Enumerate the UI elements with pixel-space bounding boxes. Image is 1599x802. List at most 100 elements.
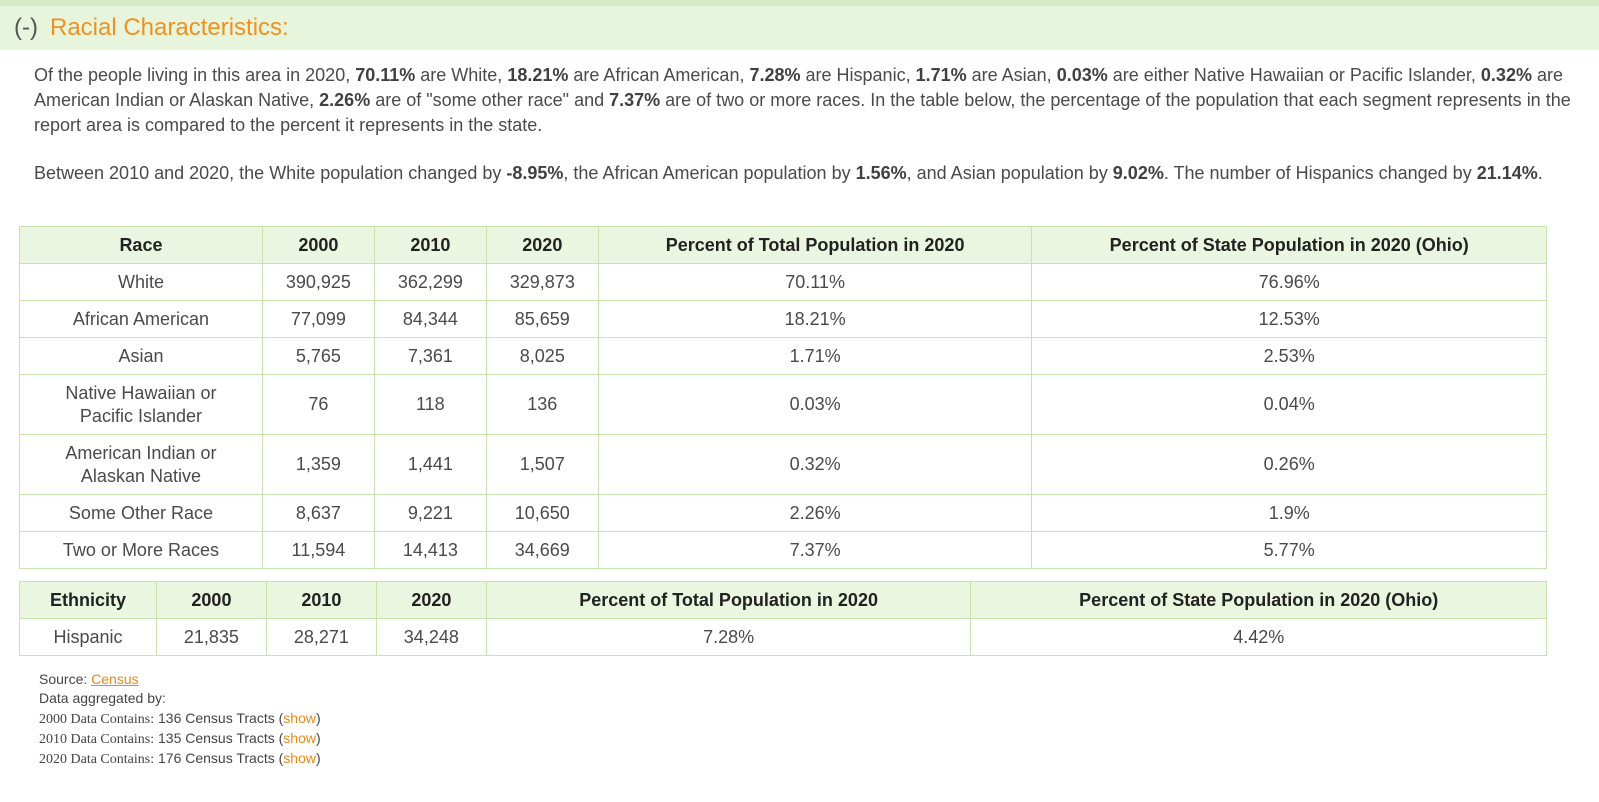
stat-value: 1.56% <box>855 163 907 183</box>
race-cell: Some Other Race <box>19 494 263 532</box>
data-contains-line: 2000 Data Contains: 136 Census Tracts (s… <box>39 709 321 729</box>
text-run: Between 2010 and 2020, the White populat… <box>34 163 507 183</box>
column-header-race: Race <box>19 226 263 264</box>
race-cell: American Indian or Alaskan Native <box>19 434 263 495</box>
summary-paragraph-2: Between 2010 and 2020, the White populat… <box>34 161 1574 186</box>
percent-state-cell: 4.42% <box>970 618 1547 656</box>
race-cell: African American <box>19 300 263 338</box>
top-rule <box>0 0 1599 6</box>
text-run: Of the people living in this area in 202… <box>34 65 356 85</box>
percent-state-cell: 0.04% <box>1031 374 1547 435</box>
stat-value: -8.95% <box>506 163 564 183</box>
percent-total-cell: 2.26% <box>597 494 1033 532</box>
count-2010-cell: 9,221 <box>373 494 487 532</box>
show-tracts-link[interactable]: show <box>283 729 316 746</box>
count-2000-cell: 76 <box>261 374 375 435</box>
collapse-toggle[interactable]: (-) <box>14 14 38 41</box>
tract-count-text: 176 Census Tracts ( <box>154 750 284 767</box>
percent-total-cell: 7.28% <box>485 618 972 656</box>
percent-state-cell: 12.53% <box>1031 300 1547 338</box>
race-cell: White <box>19 263 263 301</box>
count-2000-cell: 77,099 <box>261 300 375 338</box>
source-label: Source: <box>39 671 92 687</box>
text-run: are African American, <box>568 65 750 85</box>
race-table: Race 2000 2010 2020 Percent of Total Pop… <box>19 226 1547 569</box>
text-run: are White, <box>415 65 508 85</box>
count-2000-cell: 390,925 <box>261 263 375 301</box>
stat-value: 9.02% <box>1112 163 1164 183</box>
percent-total-cell: 7.37% <box>597 531 1033 569</box>
ethnicity-table: Ethnicity 2000 2010 2020 Percent of Tota… <box>19 581 1547 656</box>
table-row: Asian 5,765 7,361 8,025 1.71% 2.53% <box>19 337 1547 375</box>
column-header-2010: 2010 <box>373 226 487 264</box>
stat-value: 2.26% <box>319 90 371 110</box>
percent-total-cell: 1.71% <box>597 337 1033 375</box>
text-run: , the African American population by <box>563 163 856 183</box>
table-row: American Indian or Alaskan Native 1,359 … <box>19 434 1547 495</box>
column-header-2010: 2010 <box>265 581 377 619</box>
text-run: are of "some other race" and <box>370 90 610 110</box>
section-header: (-) Racial Characteristics: <box>0 6 1599 50</box>
stat-value: 0.03% <box>1056 65 1108 85</box>
count-2020-cell: 136 <box>485 374 599 435</box>
table-row: White 390,925 362,299 329,873 70.11% 76.… <box>19 263 1547 301</box>
table-row: Hispanic 21,835 28,271 34,248 7.28% 4.42… <box>19 618 1547 656</box>
percent-state-cell: 2.53% <box>1031 337 1547 375</box>
column-header-2020: 2020 <box>375 581 487 619</box>
text-run: . The number of Hispanics changed by <box>1163 163 1477 183</box>
percent-total-cell: 70.11% <box>597 263 1033 301</box>
column-header-2000: 2000 <box>155 581 267 619</box>
count-2010-cell: 84,344 <box>373 300 487 338</box>
data-contains-label: 2020 Data Contains: <box>39 752 155 768</box>
percent-state-cell: 5.77% <box>1031 531 1547 569</box>
percent-state-cell: 0.26% <box>1031 434 1547 495</box>
count-2020-cell: 34,248 <box>375 618 487 656</box>
table-header-row: Ethnicity 2000 2010 2020 Percent of Tota… <box>19 581 1547 619</box>
stat-value: 18.21% <box>507 65 569 85</box>
census-source-link[interactable]: Census <box>91 671 139 687</box>
text-run: are of two or more races. In the table b… <box>34 90 1571 135</box>
column-header-2020: 2020 <box>485 226 599 264</box>
text-run: are American Indian or Alaskan Native, <box>34 65 1563 110</box>
ethnicity-cell: Hispanic <box>19 618 157 656</box>
count-2020-cell: 34,669 <box>485 531 599 569</box>
table-header-row: Race 2000 2010 2020 Percent of Total Pop… <box>19 226 1547 264</box>
percent-total-cell: 0.32% <box>597 434 1033 495</box>
race-cell: Asian <box>19 337 263 375</box>
stat-value: 7.28% <box>749 65 801 85</box>
race-cell-text: American Indian or Alaskan Native <box>65 442 217 486</box>
count-2020-cell: 8,025 <box>485 337 599 375</box>
text-run: . <box>1537 163 1543 183</box>
stat-value: 70.11% <box>355 65 416 85</box>
aggregated-label: Data aggregated by: <box>39 690 166 707</box>
tract-count-text: 135 Census Tracts ( <box>154 729 284 746</box>
race-cell: Native Hawaiian or Pacific Islander <box>19 374 263 435</box>
stat-value: 21.14% <box>1476 163 1538 183</box>
show-tracts-link[interactable]: show <box>283 750 316 767</box>
text-run: are Hispanic, <box>800 65 916 85</box>
count-2010-cell: 7,361 <box>373 337 487 375</box>
text-run: are either Native Hawaiian or Pacific Is… <box>1107 65 1481 85</box>
count-2020-cell: 329,873 <box>485 263 599 301</box>
show-tracts-link[interactable]: show <box>283 709 316 726</box>
percent-total-cell: 18.21% <box>597 300 1033 338</box>
data-contains-line: 2020 Data Contains: 176 Census Tracts (s… <box>39 749 321 769</box>
table-row: African American 77,099 84,344 85,659 18… <box>19 300 1547 338</box>
count-2000-cell: 5,765 <box>261 337 375 375</box>
summary-paragraph-1: Of the people living in this area in 202… <box>34 63 1574 138</box>
table-row: Native Hawaiian or Pacific Islander 76 1… <box>19 374 1547 435</box>
count-2020-cell: 1,507 <box>485 434 599 495</box>
column-header-percent-state: Percent of State Population in 2020 (Ohi… <box>1031 226 1547 264</box>
count-2000-cell: 1,359 <box>261 434 375 495</box>
stat-value: 0.32% <box>1480 65 1532 85</box>
table-row: Two or More Races 11,594 14,413 34,669 7… <box>19 531 1547 569</box>
column-header-percent-total: Percent of Total Population in 2020 <box>485 581 972 619</box>
sources-block: Source: Census Data aggregated by: 2000 … <box>39 670 321 769</box>
table-row: Some Other Race 8,637 9,221 10,650 2.26%… <box>19 494 1547 532</box>
count-2010-cell: 1,441 <box>373 434 487 495</box>
section-title: Racial Characteristics: <box>49 14 289 41</box>
count-2000-cell: 21,835 <box>155 618 267 656</box>
data-contains-label: 2010 Data Contains: <box>39 731 155 747</box>
close-paren: ) <box>315 729 321 746</box>
race-cell-text: Native Hawaiian or Pacific Islander <box>65 382 217 426</box>
